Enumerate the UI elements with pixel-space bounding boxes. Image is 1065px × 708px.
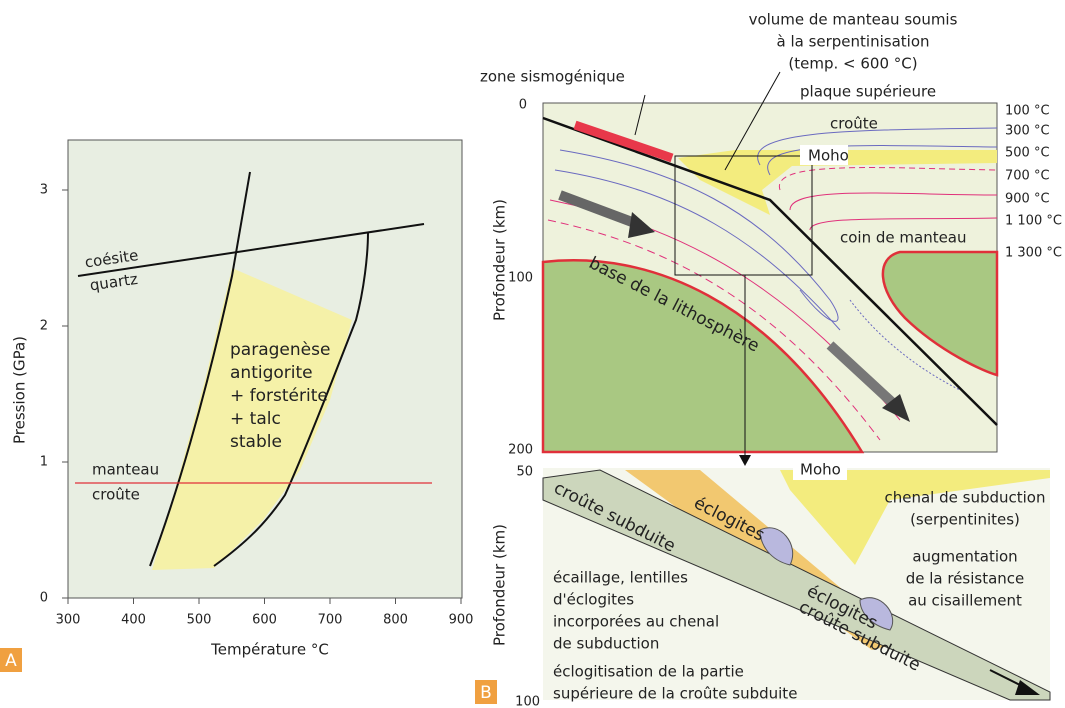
label: croûte — [830, 115, 878, 133]
label: manteau — [92, 461, 159, 479]
y-label: Profondeur (km) — [491, 199, 509, 321]
depth-tick: 100 — [508, 271, 533, 286]
annotation: (serpentinites) — [910, 511, 1020, 529]
field-line: antigorite — [230, 363, 313, 383]
depth-tick: 50 — [516, 465, 533, 480]
y-tick-label: 1 — [40, 455, 48, 470]
temperature: 300 °C — [1005, 124, 1050, 139]
temperature: 500 °C — [1005, 146, 1050, 161]
annotation: d'éclogites — [553, 591, 634, 609]
x-tick-label: 900 — [449, 613, 474, 628]
field-line: paragenèse — [230, 340, 330, 360]
depth-tick: 100 — [515, 695, 540, 708]
label: plaque supérieure — [800, 83, 936, 101]
temperature-labels: 100 °C 300 °C 500 °C 700 °C 900 °C 1 100 °C 1 … — [1005, 104, 1062, 261]
field-line: + talc — [230, 409, 281, 429]
y-tick-label: 0 — [40, 591, 48, 606]
x-tick-label: 800 — [383, 613, 408, 628]
annotation: écaillage, lentilles — [553, 569, 688, 587]
temperature: 700 °C — [1005, 169, 1050, 184]
annotation: éclogitisation de la partie — [553, 663, 744, 681]
figure: coésite quartz manteau croûte paragenèse… — [0, 0, 1065, 708]
arrowhead — [739, 455, 751, 466]
temperature: 100 °C — [1005, 104, 1050, 119]
y-tick-label: 2 — [40, 319, 48, 334]
label: volume de manteau soumis — [749, 11, 958, 29]
y-label: Profondeur (km) — [491, 524, 509, 646]
annotation: de la résistance — [906, 570, 1025, 588]
panel-label: B — [480, 683, 492, 703]
y-label: Pression (GPa) — [11, 336, 29, 444]
annotation: au cisaillement — [908, 592, 1022, 610]
label: Moho — [808, 147, 849, 165]
label: croûte — [92, 486, 140, 504]
field-line: stable — [230, 432, 282, 452]
label: Moho — [800, 461, 841, 479]
y-tick-label: 3 — [40, 183, 48, 198]
x-tick-label: 700 — [318, 613, 343, 628]
label: coin de manteau — [840, 229, 967, 247]
x-label: Température °C — [210, 641, 329, 659]
annotation: incorporées au chenal — [553, 613, 719, 631]
label: zone sismogénique — [480, 68, 625, 86]
label: (temp. < 600 °C) — [788, 55, 917, 73]
label: à la serpentinisation — [776, 33, 929, 51]
temperature: 1 300 °C — [1005, 246, 1062, 261]
x-tick-label: 300 — [56, 613, 81, 628]
field-line: + forstérite — [230, 386, 328, 406]
x-tick-label: 400 — [121, 613, 146, 628]
annotation: chenal de subduction — [885, 489, 1046, 507]
depth-tick: 0 — [519, 98, 527, 113]
annotation: de subduction — [553, 635, 659, 653]
annotation: supérieure de la croûte subduite — [553, 685, 797, 703]
x-tick-label: 500 — [187, 613, 212, 628]
depth-tick: 200 — [508, 443, 533, 458]
annotation: augmentation — [912, 548, 1017, 566]
temperature: 900 °C — [1005, 192, 1050, 207]
panel-label: A — [5, 651, 17, 671]
x-tick-label: 600 — [252, 613, 277, 628]
temperature: 1 100 °C — [1005, 214, 1062, 229]
